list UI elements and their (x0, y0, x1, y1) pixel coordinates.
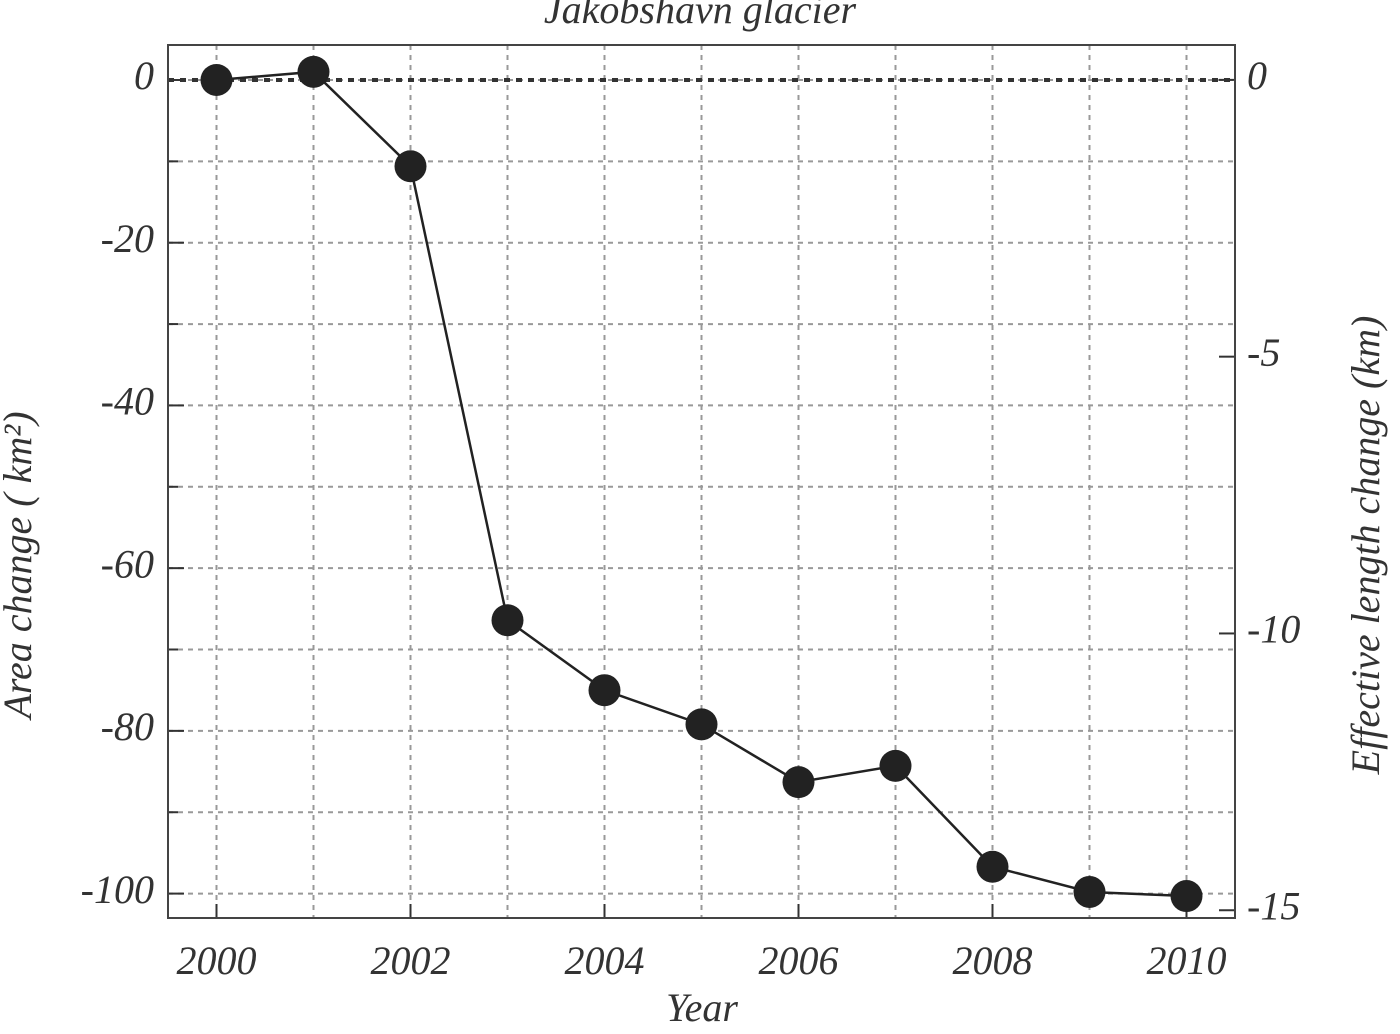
data-point (588, 674, 621, 707)
data-point (1170, 880, 1203, 913)
y-tick-label: -20 (101, 216, 154, 261)
y2-tick-label: -5 (1247, 330, 1280, 375)
y-axis-label: Area change ( km²) (0, 411, 40, 721)
x-tick-label: 2006 (759, 938, 839, 983)
x-tick-label: 2000 (177, 938, 257, 983)
x-tick-label: 2004 (565, 938, 645, 983)
data-point (782, 766, 815, 799)
x-tick-label: 2008 (953, 938, 1033, 983)
x-tick-label: 2002 (371, 938, 451, 983)
data-point (685, 708, 718, 741)
chart-title: Jakobshavn glacier (544, 0, 857, 32)
y-tick-label: -60 (101, 541, 154, 586)
y-tick-label: 0 (134, 53, 154, 98)
data-point (200, 63, 233, 96)
x-axis-label: Year (666, 985, 738, 1029)
y2-tick-label: -10 (1247, 607, 1300, 652)
y2-tick-label: 0 (1247, 53, 1267, 98)
data-point (879, 749, 912, 782)
data-point (976, 850, 1009, 883)
y-tick-label: -40 (101, 379, 154, 424)
x-tick-label: 2010 (1147, 938, 1227, 983)
y-tick-label: -100 (81, 867, 154, 912)
data-point (394, 150, 427, 183)
y2-axis-label: Effective length change (km) (1343, 316, 1388, 776)
data-point (1073, 875, 1106, 908)
data-point (491, 604, 524, 637)
data-point (297, 55, 330, 88)
y2-tick-label: -15 (1247, 883, 1300, 928)
y-tick-label: -80 (101, 704, 154, 749)
plot-frame (167, 44, 1236, 919)
